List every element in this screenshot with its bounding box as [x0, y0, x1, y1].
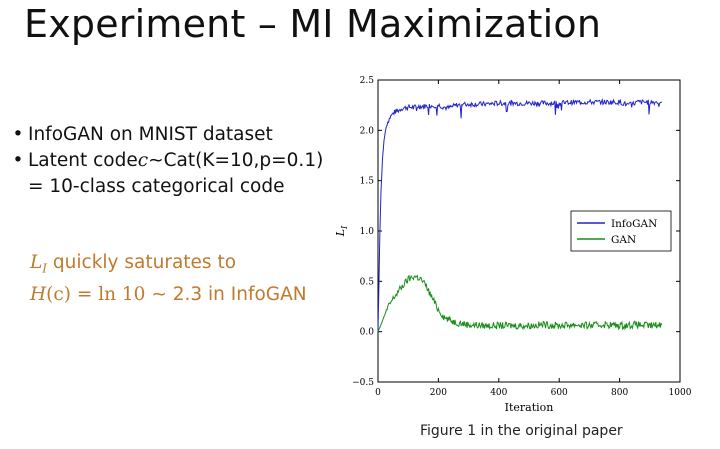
slide-title: Experiment – MI Maximization	[24, 2, 602, 46]
series-line-infogan	[377, 97, 663, 332]
latent-code-var: c	[137, 150, 149, 171]
chart-legend: InfoGAN GAN	[570, 210, 672, 252]
y-tick-label: 2.0	[360, 126, 375, 136]
highlight-line-2: H(c) = ln 10 ∼ 2.3 in InfoGAN	[30, 282, 307, 308]
bullet-dot: •	[12, 150, 24, 171]
y-tick-label: 2.5	[360, 76, 375, 86]
series-line-gan	[377, 274, 663, 332]
y-axis-label-sub: I	[340, 225, 349, 230]
bullet-dot: •	[12, 124, 24, 145]
y-axis-label-main: L	[334, 229, 347, 237]
x-tick-label: 800	[611, 388, 628, 398]
li-var: L	[30, 252, 43, 273]
chart-series	[377, 97, 663, 332]
x-tick-label: 1000	[669, 388, 692, 398]
chart: 0 200 400 600 800 1000 −0.5 0.0 0.5 1.0 1.5 2.0 2.5 …	[330, 70, 720, 420]
bullet-prefix: Latent code	[28, 150, 138, 171]
bullet-text: InfoGAN on MNIST dataset	[28, 124, 273, 145]
ln-expr: = ln 10	[70, 283, 152, 305]
legend-label: GAN	[611, 234, 636, 246]
x-tick-label: 600	[551, 388, 568, 398]
highlight-line-1-text: quickly saturates to	[47, 252, 237, 273]
figure-caption: Figure 1 in the original paper	[420, 423, 623, 439]
entropy-var: H	[30, 283, 47, 305]
bullet-continuation: = 10-class categorical code	[28, 176, 285, 197]
bullet-suffix: ∼Cat(K=10,p=0.1)	[148, 150, 324, 171]
legend-label: InfoGAN	[611, 218, 657, 230]
bullet-item: • InfoGAN on MNIST dataset	[8, 122, 323, 148]
y-tick-label: 1.0	[360, 227, 375, 237]
bullet-list: • InfoGAN on MNIST dataset • Latent code…	[8, 122, 324, 200]
x-tick-label: 0	[375, 388, 381, 398]
axis-ticks: 0 200 400 600 800 1000 −0.5 0.0 0.5 1.0 1.5 2.0 2.5	[352, 76, 692, 398]
y-tick-label: 0.0	[360, 328, 375, 338]
chart-svg: 0 200 400 600 800 1000−0.50.00.51.01.52.02.5 …	[334, 76, 692, 414]
y-tick-label: −0.5	[352, 378, 374, 388]
x-tick-label: 400	[490, 388, 507, 398]
highlight-line-2-text: ∼ 2.3 in InfoGAN	[151, 283, 307, 305]
highlight-line-1: LI quickly saturates to	[30, 250, 307, 282]
entropy-arg: (c)	[46, 283, 71, 305]
legend-box	[570, 210, 672, 252]
x-tick-label: 200	[430, 388, 447, 398]
bullet-item: • Latent code c ∼Cat(K=10,p=0.1)	[8, 148, 324, 174]
y-tick-label: 0.5	[360, 277, 375, 287]
li-sub: I	[42, 261, 48, 276]
highlight-note: LI quickly saturates to H(c) = ln 10 ∼ 2…	[30, 250, 307, 308]
x-axis-label: Iteration	[505, 401, 554, 414]
y-axis-label: LI	[334, 225, 349, 237]
y-tick-label: 1.5	[360, 177, 375, 187]
